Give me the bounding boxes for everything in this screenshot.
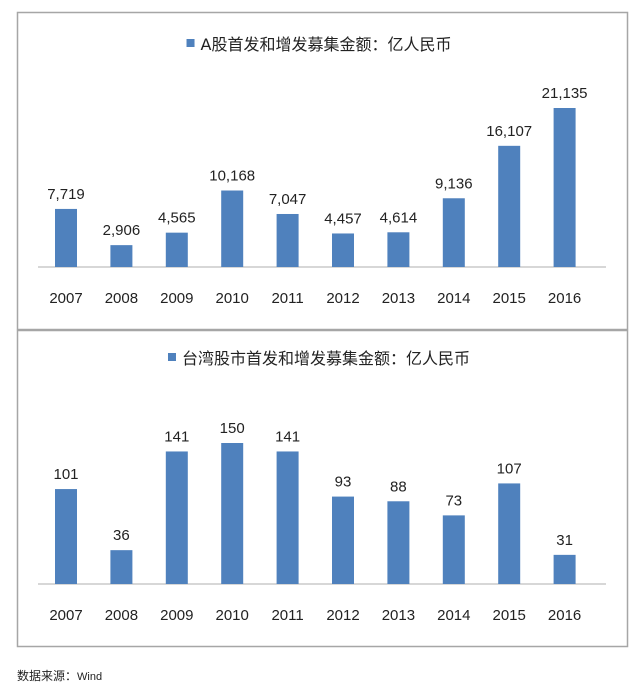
source-note: 数据来源：Wind bbox=[17, 667, 102, 684]
legend-swatch bbox=[167, 353, 176, 361]
data-label-2014: 9,136 bbox=[435, 175, 473, 192]
chart-title: 台湾股市首发和增发募集金额：亿人民币 bbox=[182, 349, 470, 368]
data-label-2013: 88 bbox=[390, 478, 407, 495]
bar-2015 bbox=[498, 145, 521, 267]
data-label-2009: 141 bbox=[164, 428, 189, 445]
bar-2014 bbox=[442, 198, 465, 267]
x-tick-label-2007: 2007 bbox=[49, 607, 82, 624]
x-tick-label-2009: 2009 bbox=[160, 290, 193, 307]
bar-2008 bbox=[110, 550, 133, 584]
data-label-2016: 21,135 bbox=[542, 85, 588, 102]
data-label-2007: 101 bbox=[53, 466, 78, 483]
bar-2014 bbox=[442, 515, 465, 584]
data-label-2014: 73 bbox=[445, 492, 462, 509]
data-label-2012: 4,457 bbox=[324, 210, 362, 227]
x-tick-label-2007: 2007 bbox=[49, 290, 82, 307]
data-label-2011: 7,047 bbox=[269, 191, 307, 208]
chart-frame bbox=[16, 329, 629, 648]
bar-2010 bbox=[221, 443, 244, 584]
x-tick-label-2013: 2013 bbox=[382, 607, 415, 624]
data-label-2013: 4,614 bbox=[380, 209, 418, 226]
data-label-2015: 16,107 bbox=[486, 123, 532, 140]
chart-title: A股首发和增发募集金额：亿人民币 bbox=[201, 35, 452, 54]
source-label: 数据来源： bbox=[17, 669, 78, 683]
x-tick-label-2008: 2008 bbox=[105, 607, 138, 624]
data-label-2016: 31 bbox=[556, 532, 573, 549]
bar-2007 bbox=[55, 489, 77, 584]
data-label-2010: 10,168 bbox=[209, 168, 255, 185]
bar-2011 bbox=[276, 451, 299, 584]
x-tick-label-2016: 2016 bbox=[548, 607, 581, 624]
bar-2009 bbox=[165, 232, 188, 267]
bar-2010 bbox=[221, 190, 244, 267]
x-tick-label-2011: 2011 bbox=[271, 290, 303, 307]
chart-frame bbox=[16, 11, 629, 331]
data-label-2008: 2,906 bbox=[103, 222, 141, 239]
x-tick-label-2016: 2016 bbox=[548, 290, 581, 307]
x-tick-label-2013: 2013 bbox=[382, 290, 415, 307]
data-label-2015: 107 bbox=[497, 460, 522, 477]
x-tick-label-2010: 2010 bbox=[216, 290, 249, 307]
bar-2016 bbox=[553, 554, 576, 584]
x-tick-label-2015: 2015 bbox=[493, 607, 526, 624]
x-tick-label-2014: 2014 bbox=[437, 607, 470, 624]
x-tick-label-2012: 2012 bbox=[326, 607, 359, 624]
bar-2007 bbox=[55, 208, 77, 267]
data-label-2012: 93 bbox=[335, 474, 352, 491]
x-tick-label-2010: 2010 bbox=[216, 607, 249, 624]
legend-swatch bbox=[186, 39, 195, 47]
bar-2013 bbox=[387, 501, 410, 584]
x-tick-label-2015: 2015 bbox=[493, 290, 526, 307]
x-tick-label-2008: 2008 bbox=[105, 290, 138, 307]
data-label-2010: 150 bbox=[220, 420, 245, 437]
bar-2013 bbox=[387, 232, 410, 267]
bar-2009 bbox=[165, 451, 188, 584]
bar-2011 bbox=[276, 213, 299, 267]
data-label-2007: 7,719 bbox=[47, 186, 85, 203]
x-tick-label-2011: 2011 bbox=[271, 607, 303, 624]
data-label-2009: 4,565 bbox=[158, 210, 196, 227]
bar-2012 bbox=[332, 233, 354, 267]
x-tick-label-2009: 2009 bbox=[160, 607, 193, 624]
source-value: Wind bbox=[77, 671, 103, 683]
bar-2012 bbox=[332, 496, 354, 584]
bar-2008 bbox=[110, 245, 133, 267]
bar-2015 bbox=[498, 483, 521, 584]
x-tick-label-2012: 2012 bbox=[326, 290, 359, 307]
data-label-2008: 36 bbox=[113, 527, 130, 544]
data-label-2011: 141 bbox=[275, 428, 300, 445]
bar-2016 bbox=[553, 108, 576, 267]
x-tick-label-2014: 2014 bbox=[437, 290, 470, 307]
